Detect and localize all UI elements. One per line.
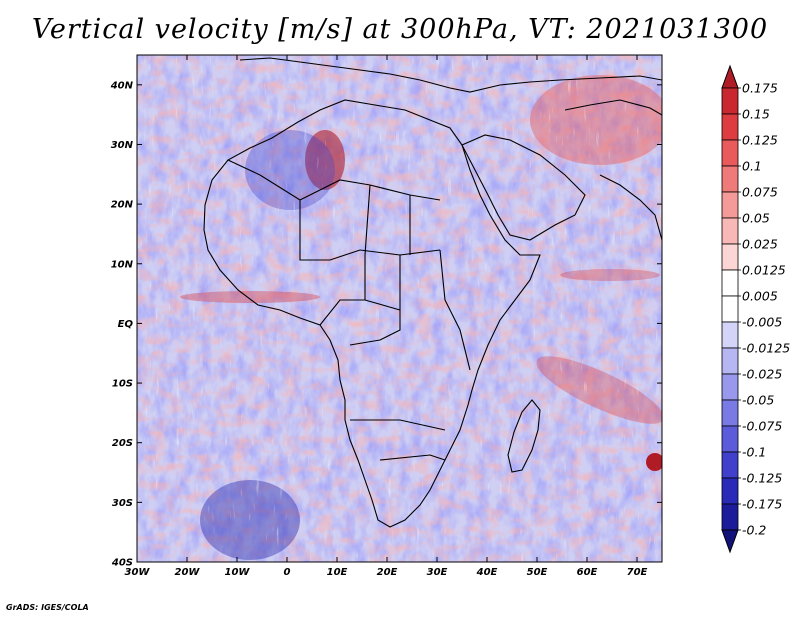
colorbar-segment [721, 425, 739, 453]
longitude-axis: 30W 20W 10W 0 10E 20E 30E 40E 50E 60E 70E [125, 55, 648, 578]
colorbar-label: -0.2 [742, 523, 766, 538]
colorbar-label: -0.025 [742, 367, 782, 382]
lon-label: 0 [284, 567, 291, 578]
colorbar-label: -0.1 [742, 445, 766, 460]
lat-label: 10N [111, 259, 134, 270]
lon-label: 10E [327, 567, 348, 578]
colorbar-segment [721, 295, 739, 323]
colorbar-segment [721, 87, 739, 115]
map-frame [136, 54, 663, 563]
colorbar-segment [721, 269, 739, 297]
lon-label: 30E [427, 567, 448, 578]
lon-label: 20W [175, 567, 201, 578]
lon-label: 70E [627, 567, 648, 578]
map-title: Vertical velocity [m/s] at 300hPa, VT: 2… [31, 14, 769, 45]
colorbar-label: 0.075 [742, 185, 778, 200]
latitude-axis: 40N 30N 20N 10N EQ 10S 20S 30S 40S [110, 80, 662, 569]
lon-label: 60E [577, 567, 598, 578]
colorbar-label: 0.175 [742, 81, 778, 96]
colorbar-label: -0.005 [742, 315, 782, 330]
colorbar-segment [721, 451, 739, 479]
colorbar-segment [721, 217, 739, 245]
colorbar-label: 0.025 [742, 237, 778, 252]
credit-text: GrADS: IGES/COLA [6, 603, 89, 612]
colorbar-label: 0.05 [742, 211, 770, 226]
colorbar-segment [721, 165, 739, 193]
colorbar-label: 0.15 [742, 107, 770, 122]
colorbar-segment [721, 321, 739, 349]
lat-label: 10S [112, 379, 133, 390]
lat-label: EQ [118, 319, 134, 330]
colorbar-segment [721, 373, 739, 401]
colorbar-segment [721, 347, 739, 375]
colorbar-segment [721, 477, 739, 505]
lon-label: 40E [476, 567, 498, 578]
colorbar-label: 0.0125 [742, 263, 786, 278]
lon-label: 20E [377, 567, 398, 578]
colorbar-label: -0.0125 [742, 341, 790, 356]
lat-label: 30S [112, 498, 133, 509]
colorbar: 0.175 0.15 0.125 0.1 0.075 0.05 0.025 0.0125 0.0… [721, 64, 790, 554]
colorbar-bottom-arrow [721, 529, 739, 554]
colorbar-label: -0.075 [742, 419, 782, 434]
colorbar-label: -0.175 [742, 497, 782, 512]
colorbar-label: 0.1 [742, 159, 762, 174]
colorbar-segment [721, 191, 739, 219]
colorbar-segment [721, 139, 739, 167]
lon-label: 30W [125, 567, 151, 578]
coastlines [203, 57, 662, 528]
lat-label: 30N [111, 140, 134, 151]
colorbar-segment [721, 503, 739, 531]
colorbar-label: -0.05 [742, 393, 774, 408]
lat-label: 40S [111, 558, 133, 569]
colorbar-label: 0.005 [742, 289, 778, 304]
lat-label: 40N [110, 80, 134, 91]
colorbar-label: -0.125 [742, 471, 782, 486]
lon-label: 50E [527, 567, 548, 578]
lon-label: 10W [225, 567, 251, 578]
colorbar-segment [721, 399, 739, 427]
vertical-velocity-field [137, 55, 662, 562]
lat-label: 20S [112, 438, 133, 449]
lat-label: 20N [111, 200, 134, 211]
colorbar-segment [721, 113, 739, 141]
colorbar-segment [721, 243, 739, 271]
colorbar-label: 0.125 [742, 133, 778, 148]
colorbar-top-arrow [721, 64, 739, 89]
